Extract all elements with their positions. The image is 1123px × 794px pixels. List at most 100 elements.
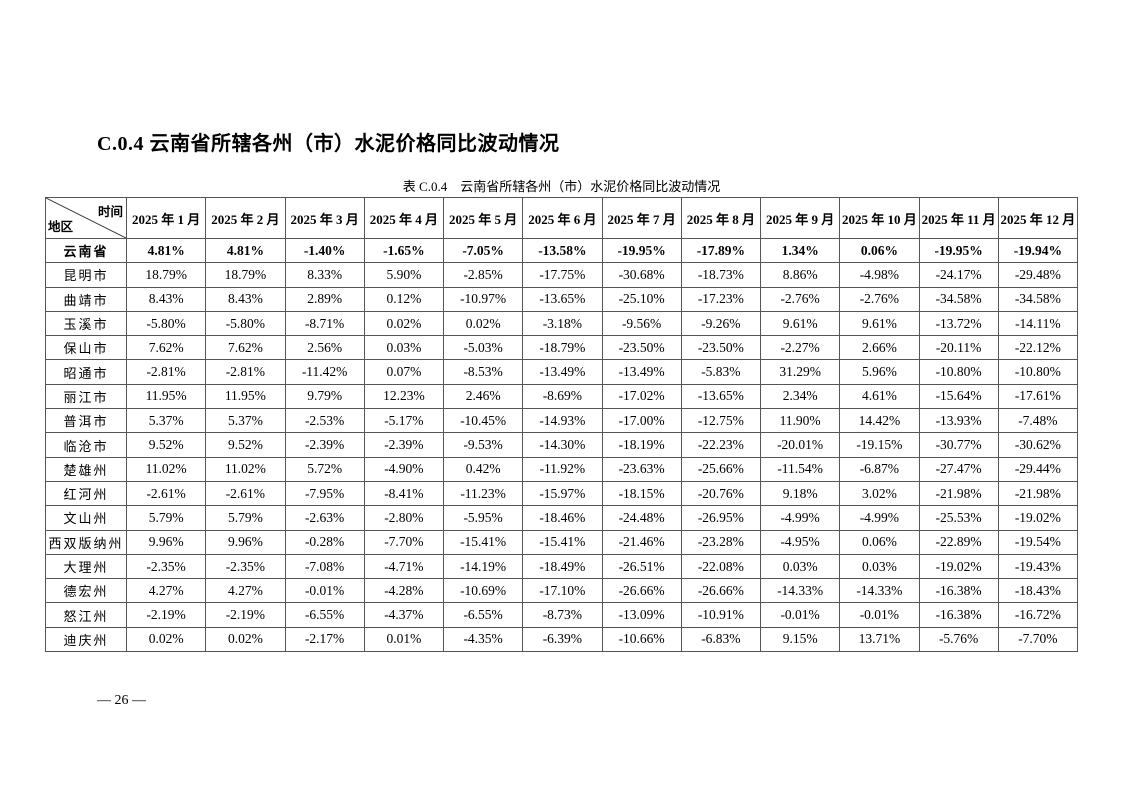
region-cell: 怒江州 [45,602,127,628]
value-cell: 0.02% [442,310,524,337]
value-cell: -17.00% [601,408,682,434]
value-cell: -26.51% [601,553,682,580]
value-cell: -14.19% [442,553,524,580]
value-cell: -13.49% [601,359,682,385]
value-cell: -16.72% [997,602,1079,628]
value-cell: -2.76% [839,286,920,312]
table-row: 昆明市 18.79% 18.79% 8.33% 5.90% -2.85% -17.75% -3… [45,262,1079,288]
value-cell: -2.35% [125,553,207,580]
corner-region-label: 地区 [48,220,74,234]
value-cell: -21.98% [918,480,999,507]
value-cell: -11.54% [759,456,841,482]
column-header: 2025 年 1 月 [125,197,207,239]
diagonal-divider [46,198,126,238]
table-row: 大理州 -2.35% -2.35% -7.08% -4.71% -14.19% -18.49… [45,553,1079,580]
region-cell: 云南省 [45,237,127,264]
value-cell: -29.48% [997,262,1079,288]
value-cell: 2.34% [759,383,841,410]
table-row: 玉溪市 -5.80% -5.80% -8.71% 0.02% 0.02% -3.18% -9.… [45,310,1079,337]
value-cell: 14.42% [839,408,920,434]
table-row: 怒江州 -2.19% -2.19% -6.55% -4.37% -6.55% -8.73% -… [45,602,1079,628]
value-cell: -18.15% [601,480,682,507]
value-cell: 8.43% [125,286,207,312]
value-cell: -8.73% [522,602,603,628]
value-cell: 2.66% [839,335,920,361]
column-header: 2025 年 3 月 [284,197,365,239]
table-row: 丽江市 11.95% 11.95% 9.79% 12.23% 2.46% -8.69% -17… [45,383,1079,410]
value-cell: -30.62% [997,432,1079,458]
value-cell: -6.39% [522,626,603,653]
value-cell: -1.65% [363,237,445,264]
value-cell: -17.89% [680,237,762,264]
value-cell: 7.62% [125,335,207,361]
value-cell: -2.76% [759,286,841,312]
region-cell: 文山州 [45,505,127,531]
value-cell: -10.69% [442,578,524,604]
value-cell: -4.95% [759,529,841,555]
value-cell: 0.42% [442,456,524,482]
value-cell: -23.63% [601,456,682,482]
value-cell: 5.90% [363,262,445,288]
value-cell: 5.37% [125,408,207,434]
price-change-table: 时间 地区 2025 年 1 月 2025 年 2 月 2025 年 3 月 2025… [45,197,1079,653]
value-cell: -8.53% [442,359,524,385]
value-cell: 9.96% [205,529,286,555]
value-cell: -2.39% [284,432,365,458]
value-cell: 0.12% [363,286,445,312]
value-cell: -11.92% [522,456,603,482]
value-cell: -10.80% [997,359,1079,385]
value-cell: -13.65% [680,383,762,410]
value-cell: -26.66% [601,578,682,604]
value-cell: -14.33% [759,578,841,604]
table-caption: 表 C.0.4 云南省所辖各州（市）水泥价格同比波动情况 [402,179,721,194]
value-cell: -13.58% [522,237,603,264]
value-cell: -21.98% [997,480,1079,507]
value-cell: -10.66% [601,626,682,653]
value-cell: -18.49% [522,553,603,580]
table-row: 迪庆州 0.02% 0.02% -2.17% 0.01% -4.35% -6.39% -10.… [45,626,1079,653]
value-cell: -34.58% [918,286,999,312]
region-cell: 曲靖市 [45,286,127,312]
value-cell: 4.81% [125,237,207,264]
value-cell: -2.81% [125,359,207,385]
value-cell: -19.95% [601,237,682,264]
table-row: 西双版纳州 9.96% 9.96% -0.28% -7.70% -15.41% -15.41… [45,529,1079,555]
value-cell: -14.33% [839,578,920,604]
value-cell: 9.52% [205,432,286,458]
value-cell: 2.46% [442,383,524,410]
value-cell: -7.70% [363,529,445,555]
value-cell: -14.93% [522,408,603,434]
value-cell: -7.95% [284,480,365,507]
value-cell: -8.69% [522,383,603,410]
value-cell: -26.95% [680,505,762,531]
value-cell: 8.43% [205,286,286,312]
value-cell: -20.01% [759,432,841,458]
value-cell: 11.90% [759,408,841,434]
value-cell: -25.53% [918,505,999,531]
value-cell: -9.53% [442,432,524,458]
value-cell: -18.79% [522,335,603,361]
value-cell: -18.43% [997,578,1079,604]
value-cell: 5.37% [205,408,286,434]
value-cell: -13.65% [522,286,603,312]
section-title: C.0.4 云南省所辖各州（市）水泥价格同比波动情况 [97,133,560,155]
value-cell: -19.95% [918,237,999,264]
value-cell: 0.03% [759,553,841,580]
value-cell: 8.86% [759,262,841,288]
value-cell: -19.02% [918,553,999,580]
value-cell: -23.50% [680,335,762,361]
value-cell: -30.68% [601,262,682,288]
table-header-row: 时间 地区 2025 年 1 月 2025 年 2 月 2025 年 3 月 2025… [45,197,1079,239]
value-cell: 9.52% [125,432,207,458]
region-cell: 德宏州 [45,578,127,604]
value-cell: -17.61% [997,383,1079,410]
value-cell: 5.79% [205,505,286,531]
value-cell: -2.19% [125,602,207,628]
value-cell: -2.61% [205,480,286,507]
value-cell: -0.01% [759,602,841,628]
value-cell: -5.17% [363,408,445,434]
value-cell: -5.80% [125,310,207,337]
value-cell: -25.10% [601,286,682,312]
value-cell: 0.02% [363,310,445,337]
region-cell: 昭通市 [45,359,127,385]
